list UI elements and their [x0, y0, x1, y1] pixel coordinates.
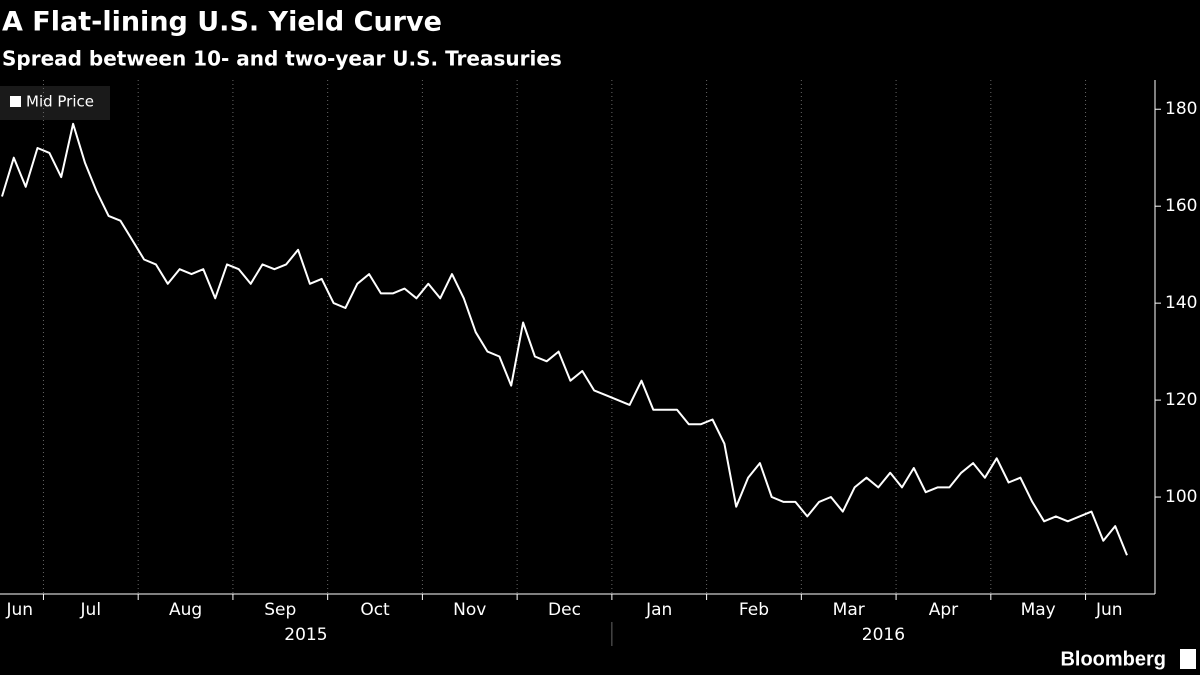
source: Bloomberg: [1060, 648, 1166, 670]
legend-swatch: [10, 96, 21, 107]
year-label: 2016: [862, 625, 905, 645]
logo: [1180, 649, 1196, 669]
x-tick-label: Feb: [739, 600, 769, 620]
x-tick-label: Sep: [264, 600, 296, 620]
chart-subtitle: Spread between 10- and two-year U.S. Tre…: [2, 47, 562, 71]
y-tick-label: 180: [1165, 99, 1197, 119]
x-tick-label: Nov: [453, 600, 486, 620]
line-series: [1, 122, 1128, 556]
chart-title: A Flat-lining U.S. Yield Curve: [2, 7, 442, 38]
x-tick-label: Mar: [833, 600, 865, 620]
x-tick-label: Oct: [360, 600, 390, 620]
year-label: 2015: [284, 625, 327, 645]
y-tick-label: 100: [1165, 487, 1197, 507]
y-tick-label: 160: [1165, 196, 1197, 216]
x-tick-label: Jun: [5, 600, 33, 620]
x-tick-label: Jun: [1095, 600, 1123, 620]
y-tick-label: 140: [1165, 293, 1197, 313]
x-tick-label: Jan: [645, 600, 672, 620]
x-tick-label: Jul: [80, 600, 102, 620]
y-tick-label: 120: [1165, 390, 1197, 410]
legend-label: Mid Price: [26, 93, 94, 111]
x-tick-label: Apr: [929, 600, 958, 620]
x-tick-label: Dec: [548, 600, 581, 620]
x-tick-label: Aug: [169, 600, 202, 620]
x-tick-label: May: [1021, 600, 1056, 620]
